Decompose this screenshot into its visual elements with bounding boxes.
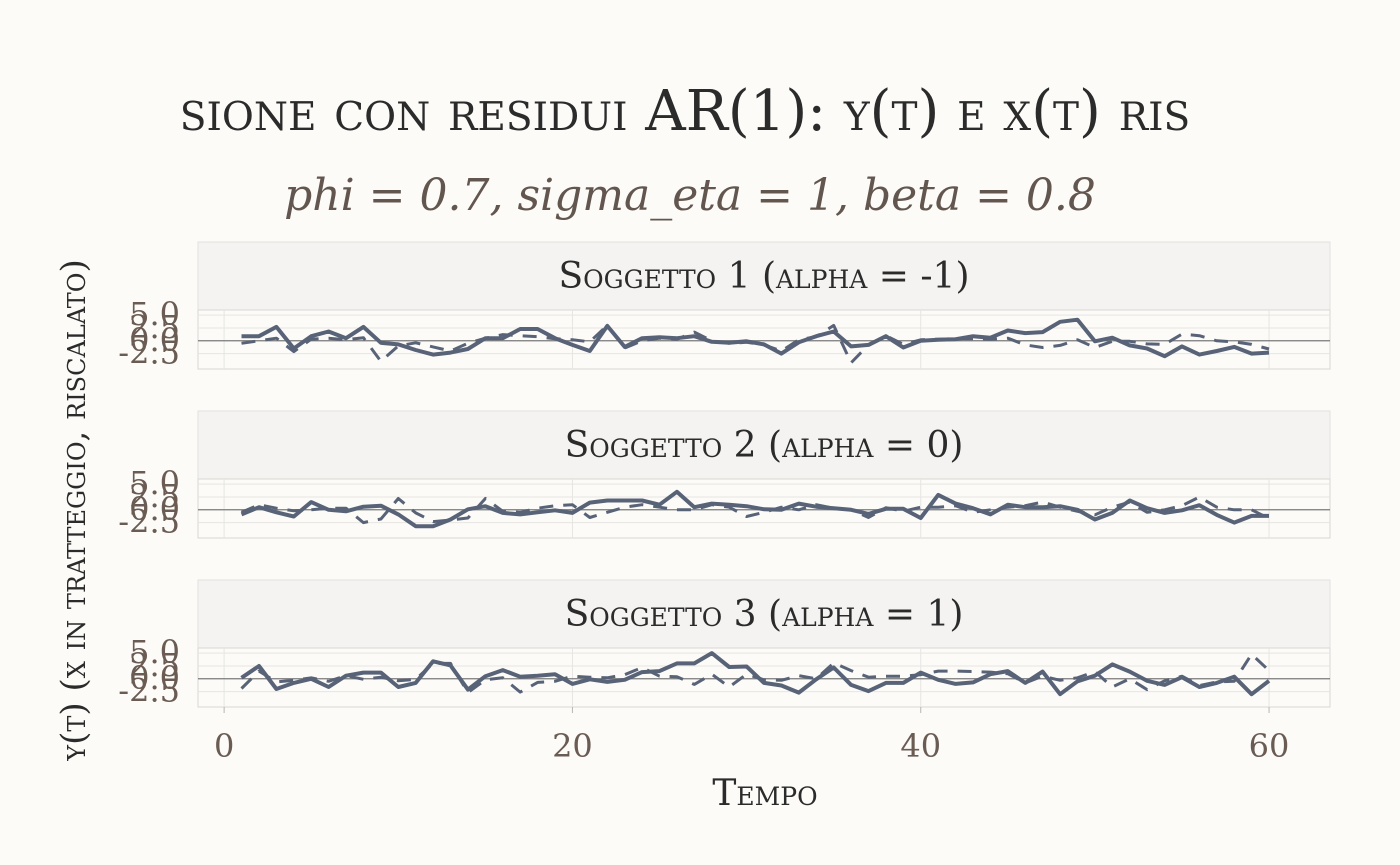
series-line-x-dashed (240, 495, 1270, 525)
y-tick-label: 0.0 (129, 659, 180, 697)
x-tick-label: 60 (1249, 727, 1290, 765)
x-axis: 0 20 40 60 (214, 707, 1289, 765)
x-axis-label: Tempo (712, 773, 817, 814)
y-tick-label: -2.5 (118, 334, 180, 372)
facet-strip (197, 579, 1331, 649)
facet-strip (197, 241, 1331, 311)
y-tick-label: 2.5 (129, 477, 180, 515)
y-tick-label: 2.5 (129, 308, 180, 346)
y-tick-label: 5.0 (129, 295, 180, 333)
y-tick-label: 5.0 (129, 464, 180, 502)
series-line-y-solid (241, 317, 1270, 359)
facet-panel: Soggetto 2 (alpha = 0) -2.50.02.55.0 (118, 410, 1331, 541)
y-tick-label: -2.5 (118, 503, 180, 541)
facet-panels: Soggetto 1 (alpha = -1)-2.50.02.55.0Sogg… (118, 241, 1331, 710)
panel-frame (197, 478, 1331, 539)
y-axis-label: y(t) (x in tratteggio, riscalato) (54, 259, 94, 761)
x-tick-label: 0 (214, 727, 234, 765)
series-line-x-dashed (241, 323, 1270, 365)
chart-subtitle: phi = 0.7, sigma_eta = 1, beta = 0.8 (284, 170, 1096, 221)
series-line-y-solid (240, 489, 1269, 529)
facet-panel: Soggetto 3 (alpha = 1) -2.50.02.55.0 (118, 579, 1331, 710)
series-line-x-dashed (240, 652, 1271, 695)
y-tick-label: 2.5 (129, 646, 180, 684)
facet-strip-label: Soggetto 2 (alpha = 0) (565, 425, 964, 466)
panel-frame (197, 309, 1331, 370)
x-tick-label: 20 (552, 727, 593, 765)
facet-strip-label: Soggetto 1 (alpha = -1) (559, 256, 970, 297)
facet-strip (197, 410, 1331, 480)
y-tick-label: 0.0 (129, 321, 180, 359)
panel-frame (197, 647, 1331, 708)
facet-strip-label: Soggetto 3 (alpha = 1) (565, 594, 964, 635)
y-tick-label: -2.5 (118, 672, 180, 710)
x-tick-label: 40 (900, 727, 941, 765)
y-tick-label: 5.0 (129, 633, 180, 671)
y-tick-label: 0.0 (129, 490, 180, 528)
facet-panel: Soggetto 1 (alpha = -1) -2.50.02.55.0 (118, 241, 1331, 372)
chart-title: sione con residui AR(1): y(t) e x(t) ris (180, 79, 1190, 144)
